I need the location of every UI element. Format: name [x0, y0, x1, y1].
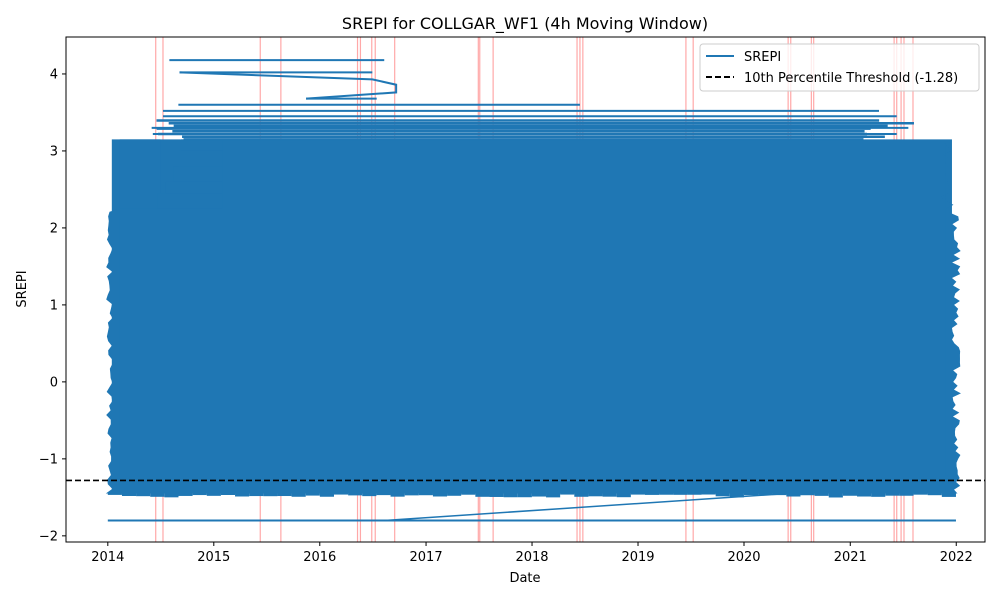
srepi-bottom-ragged [461, 492, 476, 495]
srepi-bottom-ragged [107, 492, 122, 495]
x-tick-label: 2016 [303, 550, 336, 565]
srepi-bottom-ragged [136, 492, 151, 497]
srepi-bottom-ragged [885, 492, 900, 496]
y-tick-label: 2 [50, 221, 58, 236]
srepi-bottom-ragged [178, 492, 193, 496]
srepi-bottom-ragged [121, 492, 137, 496]
srepi-bottom-ragged [899, 492, 914, 496]
srepi-zigzag [179, 71, 398, 100]
legend: SREPI 10th Percentile Threshold (-1.28) [699, 43, 980, 92]
srepi-bottom-ragged [814, 492, 829, 496]
srepi-bottom-ragged [701, 492, 716, 495]
x-tick-label: 2022 [940, 550, 973, 565]
srepi-bottom-ragged [150, 492, 165, 497]
srepi-bottom-ragged [828, 492, 843, 498]
x-tick-label: 2017 [410, 550, 443, 565]
srepi-bottom-ragged [263, 492, 278, 497]
srepi-bottom-ragged [291, 492, 306, 497]
srepi-bottom-ragged [418, 492, 433, 496]
x-axis-label: Date [509, 571, 540, 586]
srepi-bottom-ragged [715, 492, 730, 497]
x-tick-label: 2015 [197, 550, 230, 565]
srepi-bottom-ragged [432, 492, 448, 497]
srepi-bottom-ragged [333, 492, 349, 495]
x-tick-label: 2020 [727, 550, 760, 565]
srepi-bottom-ragged [404, 492, 419, 496]
srepi-bottom-ragged [913, 492, 928, 495]
x-axis: 2014 2015 2016 2017 2018 2019 2020 2021 2022 [91, 542, 973, 565]
plot-area [66, 37, 985, 542]
srepi-bottom-ragged [673, 492, 688, 495]
legend-box [699, 43, 980, 92]
srepi-bottom-ragged [871, 492, 886, 497]
srepi-bottom-ragged [489, 492, 504, 497]
srepi-bottom-ragged [588, 492, 603, 497]
srepi-bottom-ragged [602, 492, 617, 497]
srepi-bottom-ragged [743, 492, 759, 496]
srepi-left-edge [105, 139, 161, 494]
srepi-bottom-ragged [319, 492, 334, 497]
srepi-diagonal [384, 492, 789, 522]
srepi-bottom-ragged [517, 492, 532, 498]
srepi-bottom-ragged [659, 492, 674, 495]
srepi-bottom-ragged [630, 492, 645, 495]
srepi-bottom-ragged [687, 492, 702, 495]
srepi-bottom-ragged [164, 492, 179, 498]
srepi-bottom-ragged [786, 492, 801, 497]
srepi-bottom-ragged [362, 492, 377, 497]
srepi-bottom-ragged [192, 492, 207, 496]
legend-label-srepi: SREPI [744, 50, 781, 65]
srepi-bottom-ragged [941, 492, 956, 497]
y-tick-label: 0 [50, 375, 58, 390]
y-tick-label: −1 [39, 452, 58, 467]
srepi-left-step [165, 181, 223, 194]
srepi-bottom-ragged [390, 492, 405, 497]
srepi-bottom-ragged [842, 492, 858, 496]
srepi-bottom-ragged [800, 492, 815, 496]
srepi-bottom-ragged [475, 492, 490, 497]
x-tick-label: 2018 [515, 550, 548, 565]
srepi-bottom-ragged [305, 492, 320, 496]
y-tick-label: −2 [39, 529, 58, 544]
srepi-right-edge [940, 143, 961, 494]
srepi-bottom-ragged [857, 492, 872, 497]
legend-label-threshold: 10th Percentile Threshold (-1.28) [744, 71, 958, 86]
y-axis: −2 −1 0 1 2 3 4 [39, 67, 66, 544]
y-tick-label: 1 [50, 298, 58, 313]
y-tick-label: 4 [50, 67, 58, 82]
srepi-bottom-ragged [560, 492, 575, 495]
srepi-bottom-ragged [206, 492, 221, 496]
srepi-bottom-ragged [348, 492, 363, 496]
srepi-bottom-ragged [235, 492, 250, 497]
srepi-dense-band [111, 139, 952, 494]
srepi-left-step [180, 139, 223, 151]
srepi-bottom-ragged [503, 492, 518, 498]
x-tick-label: 2019 [621, 550, 654, 565]
srepi-bottom-ragged [249, 492, 264, 497]
srepi-bottom-ragged [772, 492, 787, 496]
srepi-left-step [173, 166, 223, 182]
x-tick-label: 2021 [834, 550, 867, 565]
srepi-bottom-ragged [531, 492, 547, 497]
srepi-bottom-ragged [546, 492, 561, 498]
srepi-left-step [178, 150, 223, 167]
y-tick-label: 3 [50, 144, 58, 159]
plot-frame [65, 36, 986, 543]
srepi-bottom-ragged [447, 492, 462, 496]
srepi-bottom-ragged [758, 492, 773, 495]
srepi-bottom-ragged [574, 492, 589, 497]
srepi-left-step [157, 193, 223, 209]
srepi-bottom-ragged [729, 492, 744, 498]
srepi-bottom-ragged [277, 492, 292, 497]
x-tick-label: 2014 [91, 550, 124, 565]
srepi-bottom-ragged [376, 492, 391, 496]
chart-title: SREPI for COLLGAR_WF1 (4h Moving Window) [342, 14, 708, 34]
srepi-bottom-ragged [644, 492, 660, 495]
y-axis-label: SREPI [15, 270, 30, 307]
srepi-bottom-ragged [616, 492, 631, 498]
srepi-bottom-ragged [220, 492, 236, 495]
srepi-bottom-ragged [927, 492, 942, 496]
